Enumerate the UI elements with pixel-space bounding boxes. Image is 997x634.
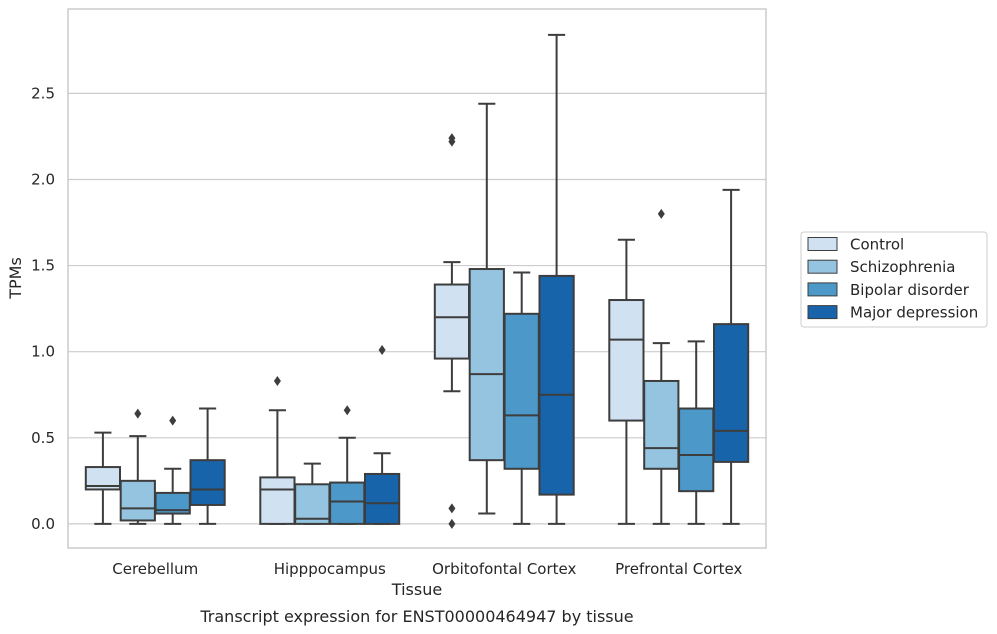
box [433, 133, 471, 529]
iqr-box [294, 483, 331, 525]
iqr-box [259, 476, 296, 525]
iqr-box [468, 268, 505, 462]
outlier-point [134, 408, 142, 419]
y-axis-ticks: 0.0 0.5 1.0 1.5 2.0 2.5 [31, 84, 55, 533]
box [154, 415, 191, 525]
outlier-point [448, 518, 456, 529]
legend-frame [800, 231, 988, 328]
box [363, 344, 401, 525]
y-tick-label: 1.5 [31, 257, 55, 275]
iqr-box [119, 479, 156, 522]
legend-label: Control [850, 236, 904, 254]
outlier-point [169, 415, 177, 426]
y-tick-label: 0.5 [31, 429, 55, 447]
x-axis-ticks: Cerebellum Hipppocampus Orbitofontal Corte… [112, 560, 742, 578]
x-axis-title: Tissue [391, 580, 442, 599]
box [259, 375, 296, 525]
iqr-box [538, 274, 575, 496]
iqr-box [678, 407, 715, 493]
box-groups [84, 33, 750, 529]
iqr-box [363, 472, 401, 525]
box [712, 188, 750, 525]
iqr-box [503, 312, 540, 470]
y-tick-label: 2.5 [31, 84, 55, 102]
box [643, 208, 680, 525]
legend-item: Control [807, 236, 904, 254]
plot-area [67, 8, 767, 549]
legend-swatch [807, 282, 838, 297]
box [329, 405, 366, 525]
legend-swatch [807, 305, 838, 320]
x-tick-label: Orbitofontal Cortex [432, 560, 576, 578]
box-group [433, 33, 575, 529]
outlier-point [657, 208, 665, 219]
x-tick-label: Cerebellum [112, 560, 198, 578]
box-group [84, 407, 226, 525]
box [678, 340, 715, 525]
iqr-box [189, 459, 226, 506]
box-group [259, 344, 401, 525]
iqr-box [84, 466, 122, 491]
y-gridlines [68, 92, 766, 525]
iqr-box [643, 379, 680, 470]
box [468, 102, 505, 515]
legend-swatch [807, 259, 838, 274]
y-tick-label: 2.0 [31, 170, 55, 188]
iqr-box [433, 283, 471, 360]
box [608, 238, 645, 525]
box [119, 408, 156, 525]
legend-item: Schizophrenia [807, 258, 955, 276]
figure-caption: Transcript expression for ENST0000046494… [199, 607, 633, 626]
x-tick-label: Prefrontal Cortex [615, 560, 742, 578]
legend-item: Major depression [807, 304, 978, 322]
x-tick-label: Hipppocampus [274, 560, 386, 578]
legend: Control Schizophrenia Bipolar disorder Majo… [800, 231, 988, 328]
outlier-point [273, 375, 281, 386]
outlier-point [378, 344, 386, 355]
legend-swatch [807, 237, 838, 251]
legend-label: Major depression [850, 304, 978, 322]
box [538, 33, 575, 525]
y-axis-title: TPMs [6, 257, 25, 300]
iqr-box [712, 323, 750, 463]
box [294, 462, 331, 525]
outlier-point [343, 405, 351, 416]
legend-item: Bipolar disorder [807, 281, 970, 299]
legend-label: Bipolar disorder [850, 281, 970, 299]
y-tick-label: 0.0 [31, 515, 55, 533]
legend-label: Schizophrenia [850, 258, 955, 276]
box [503, 271, 540, 525]
iqr-box [329, 481, 366, 525]
box-group [608, 188, 750, 525]
iqr-box [608, 299, 645, 422]
outlier-point [448, 133, 456, 144]
y-tick-label: 1.0 [31, 343, 55, 361]
box [189, 407, 226, 525]
box [84, 431, 122, 525]
outlier-point [448, 503, 456, 514]
